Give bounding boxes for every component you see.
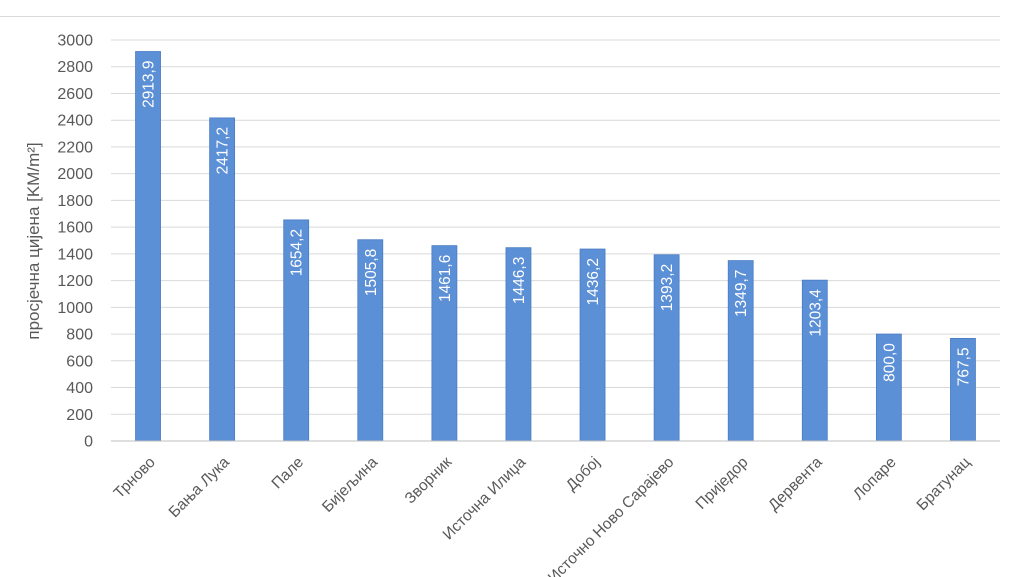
x-category-label: Братунац bbox=[914, 454, 974, 514]
x-category-label: Пале bbox=[269, 454, 307, 492]
bar bbox=[950, 338, 976, 442]
bar bbox=[727, 260, 754, 442]
x-category-label: Зворник bbox=[402, 454, 456, 508]
y-tick-label: 600 bbox=[66, 353, 93, 370]
bar-value-label: 1436,2 bbox=[585, 258, 602, 305]
y-tick-label: 1000 bbox=[57, 300, 93, 317]
y-tick-label: 2200 bbox=[57, 139, 93, 156]
bar-value-label: 2417,2 bbox=[215, 127, 232, 174]
bar-value-label: 1446,3 bbox=[511, 257, 528, 304]
x-category-label: Бања Лука bbox=[166, 454, 234, 522]
top-divider bbox=[0, 16, 1000, 17]
bar-value-label: 767,5 bbox=[955, 347, 972, 386]
y-tick-label: 400 bbox=[66, 380, 93, 397]
bar-value-label: 1203,4 bbox=[807, 289, 824, 337]
y-tick-label: 0 bbox=[84, 434, 93, 451]
bar-value-label: 800,0 bbox=[881, 343, 898, 382]
y-tick-label: 800 bbox=[66, 327, 93, 344]
y-tick-label: 1200 bbox=[57, 273, 93, 290]
y-tick-label: 200 bbox=[66, 407, 93, 424]
y-tick-label: 2400 bbox=[57, 113, 93, 130]
y-tick-label: 2600 bbox=[57, 86, 93, 103]
y-tick-label: 1800 bbox=[57, 193, 93, 210]
y-tick-label: 3000 bbox=[57, 33, 93, 50]
bar-value-label: 1349,7 bbox=[733, 270, 750, 317]
bar-value-label: 2913,9 bbox=[141, 61, 158, 108]
x-category-label: Дервента bbox=[765, 454, 826, 515]
bar bbox=[875, 333, 902, 442]
bar bbox=[135, 51, 161, 442]
bar-value-label: 1505,8 bbox=[363, 249, 380, 296]
y-tick-label: 1600 bbox=[57, 220, 93, 237]
bar-value-label: 1393,2 bbox=[659, 264, 676, 311]
x-category-label: Добој bbox=[563, 454, 603, 494]
bar-value-label: 1654,2 bbox=[289, 229, 306, 276]
bar bbox=[653, 254, 680, 442]
bar-value-label: 1461,6 bbox=[437, 255, 454, 302]
x-category-label: Трново bbox=[111, 454, 159, 502]
x-category-label: Приједор bbox=[693, 454, 752, 513]
y-axis-title: просјечна цијена [KM/m²] bbox=[24, 142, 43, 339]
bar bbox=[357, 239, 384, 442]
y-tick-label: 2000 bbox=[57, 166, 93, 183]
x-category-label: Бијељина bbox=[319, 454, 381, 516]
y-tick-label: 1400 bbox=[57, 246, 93, 263]
y-tick-label: 2800 bbox=[57, 59, 93, 76]
bar bbox=[801, 279, 828, 442]
x-category-label: Источно Ново Сарајево bbox=[545, 454, 678, 577]
bar bbox=[283, 219, 310, 442]
x-category-label: Лопаре bbox=[850, 454, 900, 504]
bar bbox=[209, 117, 236, 442]
